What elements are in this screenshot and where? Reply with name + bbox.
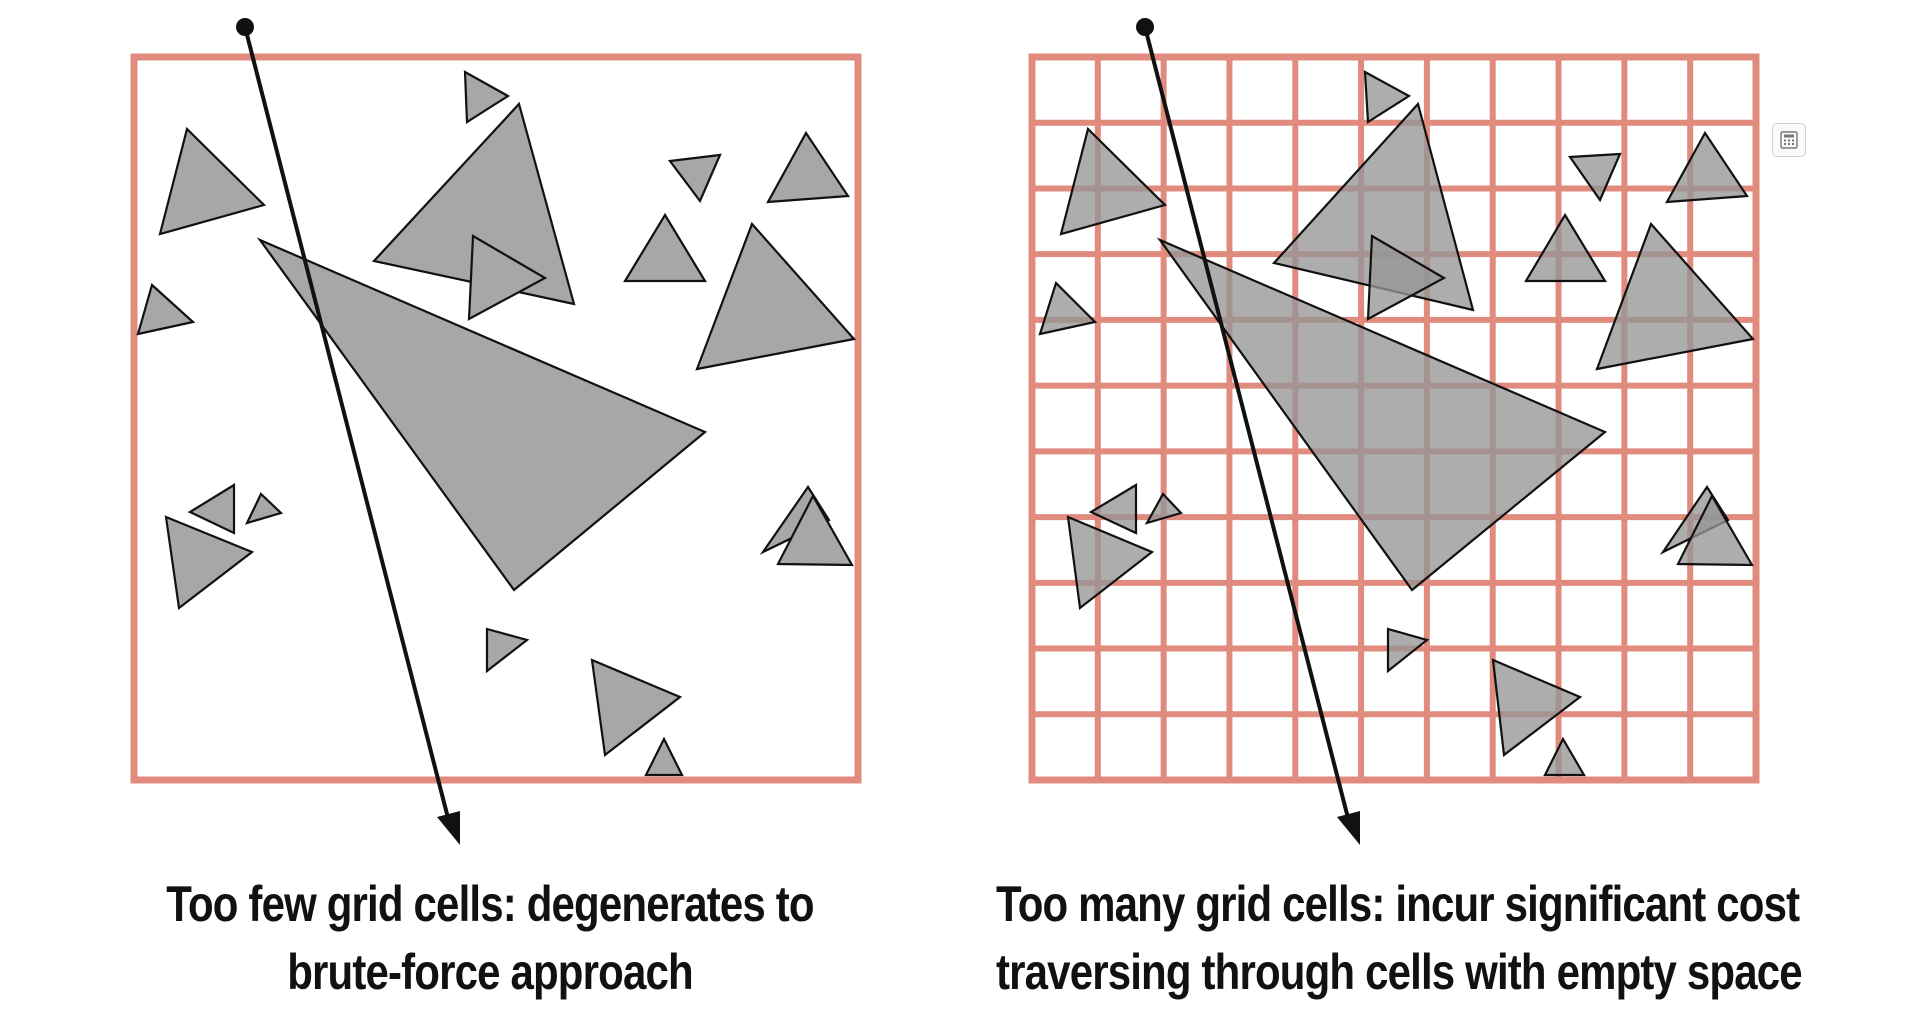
- triangle: [1524, 212, 1607, 283]
- triangle: [1595, 221, 1756, 371]
- caption-too-few-cells: Too few grid cells: degenerates to brute…: [112, 870, 868, 1006]
- triangle: [1144, 492, 1184, 525]
- triangle: [158, 126, 267, 236]
- caption-too-many-cells: Too many grid cells: incur significant c…: [996, 870, 1803, 1006]
- triangle: [644, 736, 684, 777]
- triangle: [1363, 70, 1412, 124]
- triangle: [485, 627, 530, 674]
- triangle: [776, 493, 854, 567]
- big-triangle: [1156, 237, 1608, 592]
- triangle: [244, 492, 284, 525]
- ray-line: [1143, 26, 1350, 819]
- caption-right-line-1: Too many grid cells: incur significant c…: [996, 876, 1800, 932]
- ray: [236, 18, 460, 845]
- triangle: [1088, 483, 1138, 535]
- triangle: [1491, 658, 1583, 758]
- right-panel: [1028, 18, 1760, 845]
- calculator-icon[interactable]: [1772, 123, 1806, 157]
- caption-left-line-1: Too few grid cells: degenerates to: [166, 876, 814, 932]
- grid-bounding-box: [1028, 53, 1760, 784]
- caption-right-line-2: traversing through cells with empty spac…: [996, 944, 1803, 1000]
- triangle: [695, 221, 857, 371]
- triangle: [590, 658, 683, 758]
- triangle: [463, 70, 511, 124]
- triangle: [467, 234, 548, 321]
- triangle: [164, 515, 255, 611]
- ray-line: [243, 26, 450, 819]
- triangle: [1567, 152, 1622, 203]
- triangle: [766, 130, 850, 204]
- calculator-glyph-icon: [1780, 131, 1798, 149]
- arrowhead-icon: [1337, 811, 1360, 845]
- caption-left-line-2: brute-force approach: [287, 944, 693, 1000]
- triangle: [1665, 130, 1749, 204]
- triangle: [1366, 234, 1447, 321]
- triangle: [136, 283, 196, 336]
- triangle: [1059, 126, 1168, 236]
- triangle-group: [136, 70, 857, 777]
- ray: [1136, 18, 1360, 845]
- triangle: [1676, 493, 1754, 567]
- triangle: [667, 153, 722, 204]
- triangle: [1038, 280, 1098, 336]
- triangle-group: [1038, 70, 1756, 777]
- big-triangle: [256, 237, 708, 592]
- arrowhead-icon: [437, 811, 460, 845]
- triangle: [623, 212, 707, 283]
- triangle: [1066, 515, 1155, 611]
- left-panel: [130, 18, 862, 845]
- triangle: [1386, 627, 1430, 674]
- triangle: [187, 483, 236, 535]
- triangle: [1543, 736, 1586, 777]
- grid-bounding-box: [130, 53, 862, 784]
